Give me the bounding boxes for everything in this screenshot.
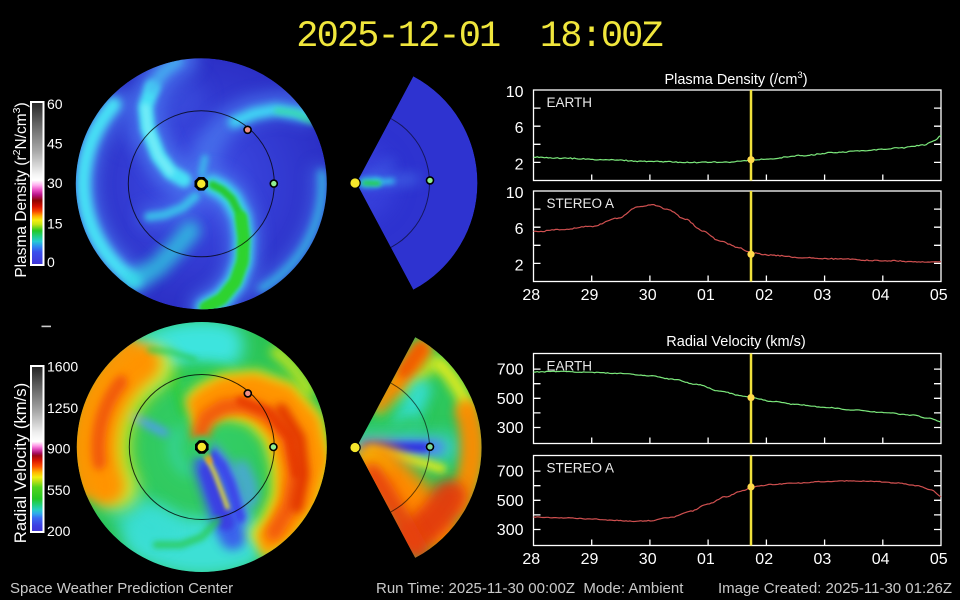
svg-text:10: 10 — [506, 84, 524, 101]
svg-text:2: 2 — [515, 257, 524, 274]
svg-text:0: 0 — [47, 254, 55, 270]
svg-text:STEREO A: STEREO A — [547, 461, 615, 476]
svg-text:28: 28 — [522, 551, 540, 568]
svg-text:04: 04 — [872, 551, 890, 568]
svg-text:EARTH: EARTH — [547, 95, 593, 110]
svg-text:6: 6 — [515, 221, 524, 238]
svg-text:300: 300 — [497, 522, 524, 539]
svg-text:15: 15 — [47, 216, 63, 232]
svg-text:02: 02 — [755, 287, 773, 304]
svg-text:900: 900 — [47, 441, 71, 457]
svg-text:45: 45 — [47, 136, 63, 152]
svg-text:28: 28 — [522, 287, 540, 304]
svg-text:6: 6 — [515, 120, 524, 137]
svg-text:STEREO A: STEREO A — [547, 196, 615, 211]
svg-text:Space Weather Prediction Cente: Space Weather Prediction Center — [10, 580, 233, 597]
svg-text:29: 29 — [581, 551, 599, 568]
svg-text:03: 03 — [814, 551, 832, 568]
svg-text:2: 2 — [515, 156, 524, 173]
svg-text:Run Time: 2025-11-30 00:00Z M: Run Time: 2025-11-30 00:00Z Mode: Ambien… — [376, 580, 684, 597]
svg-text:Radial Velocity (km/s): Radial Velocity (km/s) — [11, 383, 30, 543]
svg-text:EARTH: EARTH — [547, 359, 593, 374]
svg-text:Plasma Density (r2N/cm3): Plasma Density (r2N/cm3) — [11, 102, 30, 277]
svg-text:550: 550 — [47, 482, 71, 498]
svg-text:200: 200 — [47, 523, 71, 539]
svg-text:01: 01 — [697, 551, 715, 568]
svg-text:05: 05 — [930, 287, 948, 304]
svg-text:03: 03 — [814, 287, 832, 304]
svg-text:700: 700 — [497, 362, 524, 379]
svg-text:2025-12-01 18:00Z: 2025-12-01 18:00Z — [296, 16, 662, 58]
svg-text:Image Created: 2025-11-30 01:2: Image Created: 2025-11-30 01:26Z — [718, 580, 952, 597]
svg-text:1600: 1600 — [47, 359, 78, 375]
svg-text:30: 30 — [639, 287, 657, 304]
svg-text:05: 05 — [930, 551, 948, 568]
svg-text:30: 30 — [639, 551, 657, 568]
svg-text:1250: 1250 — [47, 400, 78, 416]
svg-text:500: 500 — [497, 391, 524, 408]
svg-text:02: 02 — [755, 551, 773, 568]
svg-text:30: 30 — [47, 175, 63, 191]
svg-text:60: 60 — [47, 96, 63, 112]
svg-text:500: 500 — [497, 493, 524, 510]
svg-text:04: 04 — [872, 287, 890, 304]
svg-text:10: 10 — [506, 185, 524, 202]
svg-text:300: 300 — [497, 420, 524, 437]
svg-text:700: 700 — [497, 464, 524, 481]
svg-text:Radial Velocity (km/s): Radial Velocity (km/s) — [666, 334, 805, 350]
svg-text:Plasma Density (/cm3): Plasma Density (/cm3) — [664, 70, 807, 88]
svg-text:01: 01 — [697, 287, 715, 304]
svg-text:29: 29 — [581, 287, 599, 304]
